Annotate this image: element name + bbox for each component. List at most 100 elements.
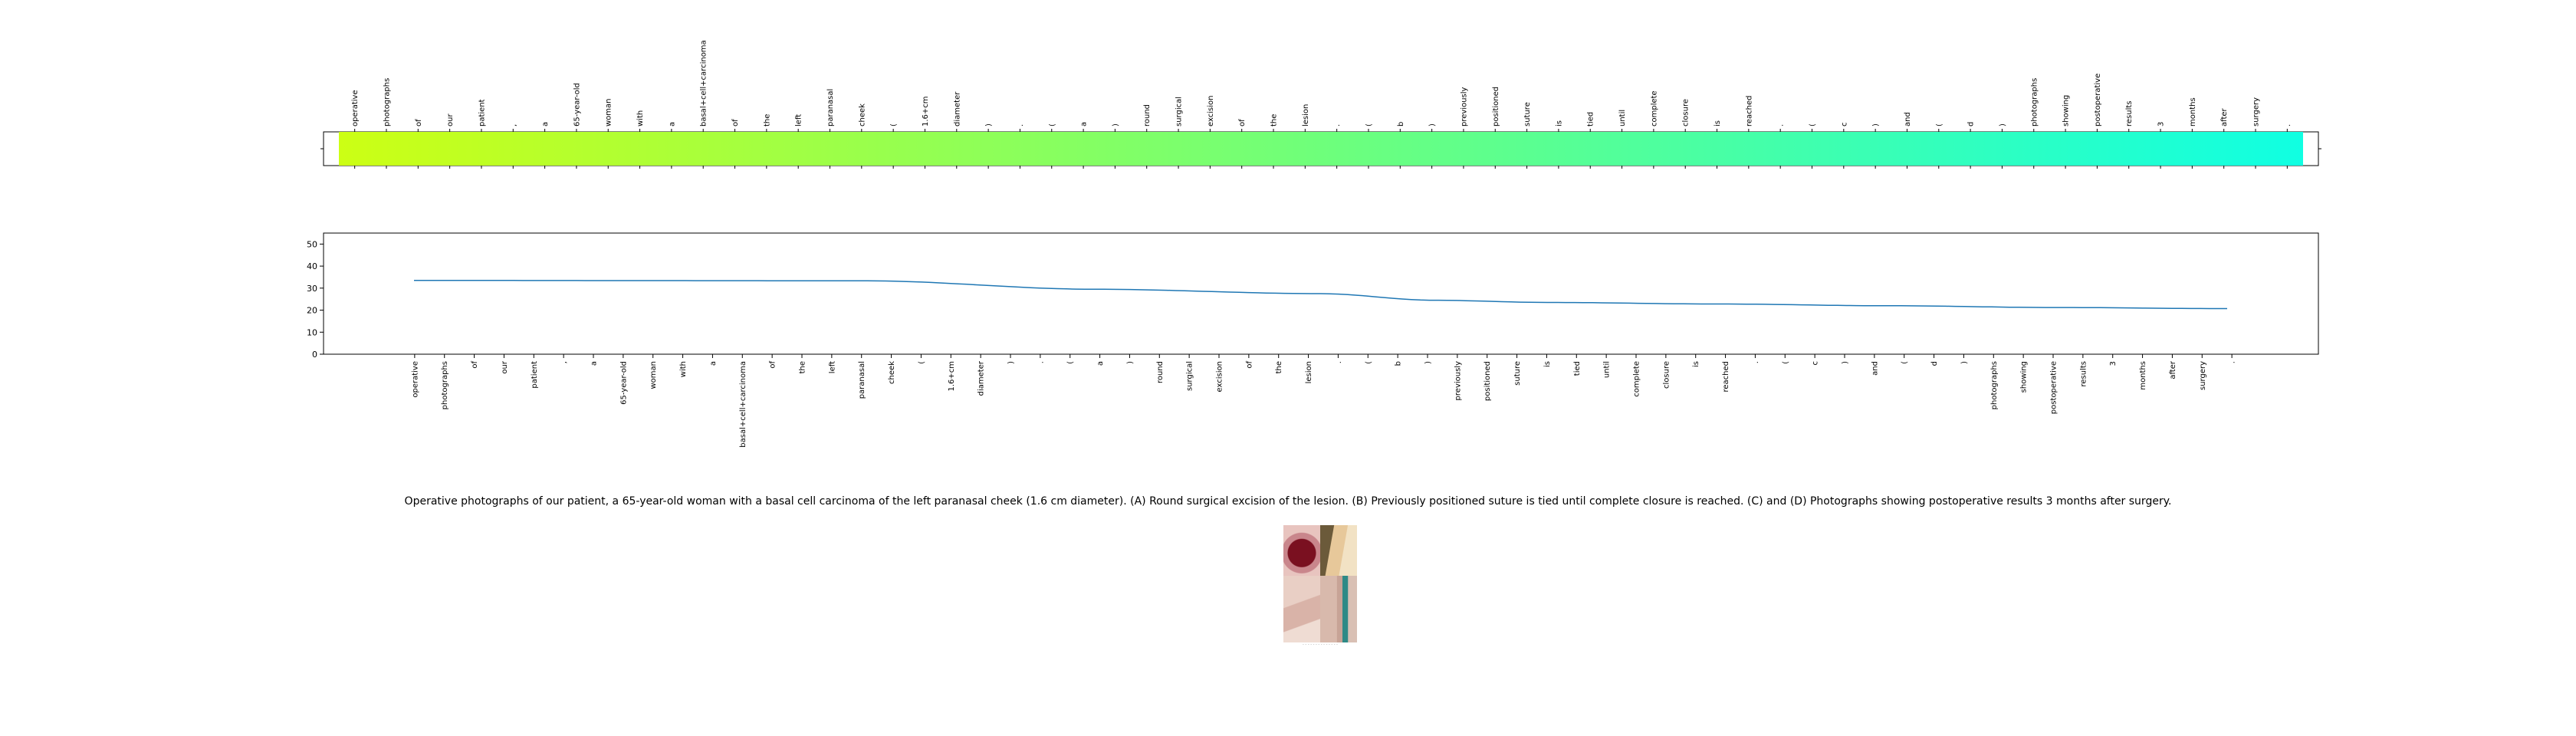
thumbnail-caption: - - - - - - - - - - - - - -: [1303, 642, 1338, 647]
line-x-tick-label: ): [1960, 361, 1969, 364]
line-x-tick-label: paranasal: [858, 361, 866, 399]
line-x-tick-label: (: [1782, 361, 1790, 364]
line-x-tick-label: of: [769, 361, 777, 369]
line-x-tick-label: a: [709, 361, 718, 366]
heatmap-token-label: surgery: [2252, 97, 2261, 127]
line-x-tick-label: .: [1335, 361, 1343, 363]
line-x-tick-label: the: [1275, 361, 1283, 373]
line-x-tick-label: photographs: [441, 361, 449, 409]
heatmap-token-label: patient: [478, 99, 486, 127]
heatmap-token-label: after: [2220, 107, 2229, 127]
line-x-tick-label: reached: [1722, 361, 1730, 393]
heatmap-token-label: 3: [2157, 122, 2166, 127]
line-x-tick-label: of: [1245, 361, 1254, 369]
heatmap-token-label: (: [1809, 123, 1817, 127]
line-x-tick-label: and: [1871, 361, 1879, 376]
heatmap-token-label: excision: [1207, 96, 1215, 127]
heatmap-token-label: (: [890, 123, 899, 127]
heatmap-token-label: surgical: [1175, 97, 1184, 127]
line-chart-panel: 0 10 20 30 40 50 operative photographs of our pat…: [307, 232, 2319, 448]
heatmap-token-label: photographs: [383, 78, 391, 127]
line-x-tick-label: .: [2229, 361, 2237, 363]
line-x-tick-label: a: [590, 361, 599, 366]
heatmap-token-label: is: [1555, 120, 1563, 127]
heatmap-token-label: showing: [2062, 95, 2071, 127]
line-x-tick-label: 3: [2109, 361, 2118, 366]
heatmap-token-label: b: [1397, 122, 1405, 127]
heatmap-token-label: ): [1872, 123, 1881, 127]
line-x-tick-label: until: [1603, 361, 1612, 378]
line-x-tick-label: excision: [1216, 361, 1224, 392]
line-x-tick-label: woman: [649, 361, 658, 389]
line-x-tick-label: 65-year-old: [619, 361, 628, 405]
heatmap-token-label: of: [415, 119, 423, 127]
heatmap-token-label: left: [795, 114, 803, 127]
heatmap-token-label: ,: [510, 124, 518, 127]
line-x-tick-label: 1.6+cm: [948, 361, 956, 392]
line-x-tick-label: showing: [2020, 361, 2029, 393]
heatmap-token-label: tied: [1587, 112, 1595, 127]
line-axes-frame: [323, 232, 2319, 355]
heatmap-token-label: previously: [1460, 87, 1468, 127]
heatmap-token-label: (: [1365, 123, 1373, 127]
heatmap-token-label: 65-year-old: [573, 83, 581, 127]
line-x-tick-label: (: [1901, 361, 1909, 364]
heatmap-token-label: diameter: [953, 91, 961, 127]
heatmap-token-label: reached: [1745, 95, 1753, 127]
heatmap-token-label: d: [1967, 122, 1976, 127]
heatmap-panel: operative photographs of our patient, a 65-yea…: [320, 40, 2321, 169]
heatmap-token-label: of: [1238, 119, 1247, 127]
heatmap-token-label: .: [1333, 124, 1342, 127]
heatmap-token-label: lesion: [1302, 104, 1310, 127]
line-x-tick-label: suture: [1513, 361, 1522, 386]
heatmap-token-label: photographs: [2030, 78, 2039, 127]
heatmap-token-label: round: [1143, 104, 1152, 127]
heatmap-token-label: ): [1112, 123, 1120, 127]
line-x-tick-label: .: [1037, 361, 1045, 363]
heatmap-token-label: of: [731, 119, 740, 127]
line-x-tick-label: after: [2169, 360, 2177, 380]
heatmap-token-label: basal+cell+carcinoma: [700, 40, 708, 127]
heatmap-token-label: a: [668, 122, 676, 127]
heatmap-token-label: a: [541, 122, 550, 127]
line-x-tick-label: b: [1395, 361, 1403, 366]
line-x-tick-label: round: [1156, 361, 1165, 383]
heatmap-token-label: .: [1017, 124, 1025, 127]
line-x-tick-label: previously: [1454, 361, 1462, 401]
line-x-tick-label: ): [1007, 361, 1016, 364]
line-x-tick-label: surgical: [1186, 361, 1194, 391]
heatmap-token-label: a: [1080, 122, 1089, 127]
line-x-tick-label: closure: [1662, 361, 1671, 389]
line-x-tick-label: months: [2139, 361, 2147, 390]
heatmap-token-label: results: [2125, 100, 2134, 127]
line-y-tick-label: 0: [312, 350, 317, 360]
heatmap-token-label: closure: [1682, 99, 1691, 127]
line-x-tick-label: positioned: [1484, 361, 1492, 401]
line-x-tick-label: .: [1752, 361, 1760, 363]
heatmap-token-label: the: [763, 114, 771, 127]
heatmap-token-label: c: [1840, 123, 1848, 127]
line-y-tick-label: 40: [307, 261, 317, 271]
line-x-tick-label: basal+cell+carcinoma: [739, 361, 748, 448]
line-x-tick-label: ): [1126, 361, 1135, 364]
heatmap-token-label: cheek: [858, 104, 866, 127]
line-y-tick-label: 30: [307, 284, 317, 294]
line-x-tick-label: complete: [1633, 361, 1641, 397]
line-y-tick-label: 50: [307, 239, 317, 249]
heatmap-token-label: (: [1048, 123, 1056, 127]
line-x-tick-label: results: [2079, 361, 2088, 387]
thumbnail-panel-d: [1320, 576, 1357, 642]
figure-thumbnail: [1283, 525, 1357, 642]
line-y-tick-label: 20: [307, 306, 317, 316]
line-x-tick-label: (: [918, 361, 926, 364]
heatmap-token-label: months: [2189, 97, 2197, 127]
figure-caption: Operative photographs of our patient, a …: [404, 495, 2172, 508]
line-x-tick-label: surgery: [2199, 361, 2207, 390]
heatmap-colored-strip: [339, 132, 2303, 166]
line-y-axis: 0 10 20 30 40 50: [307, 239, 324, 360]
heatmap-token-label: suture: [1523, 102, 1532, 127]
line-x-tick-label: patient: [531, 361, 539, 389]
line-x-tick-label: lesion: [1305, 361, 1313, 383]
line-x-tick-label: (: [1365, 361, 1373, 364]
